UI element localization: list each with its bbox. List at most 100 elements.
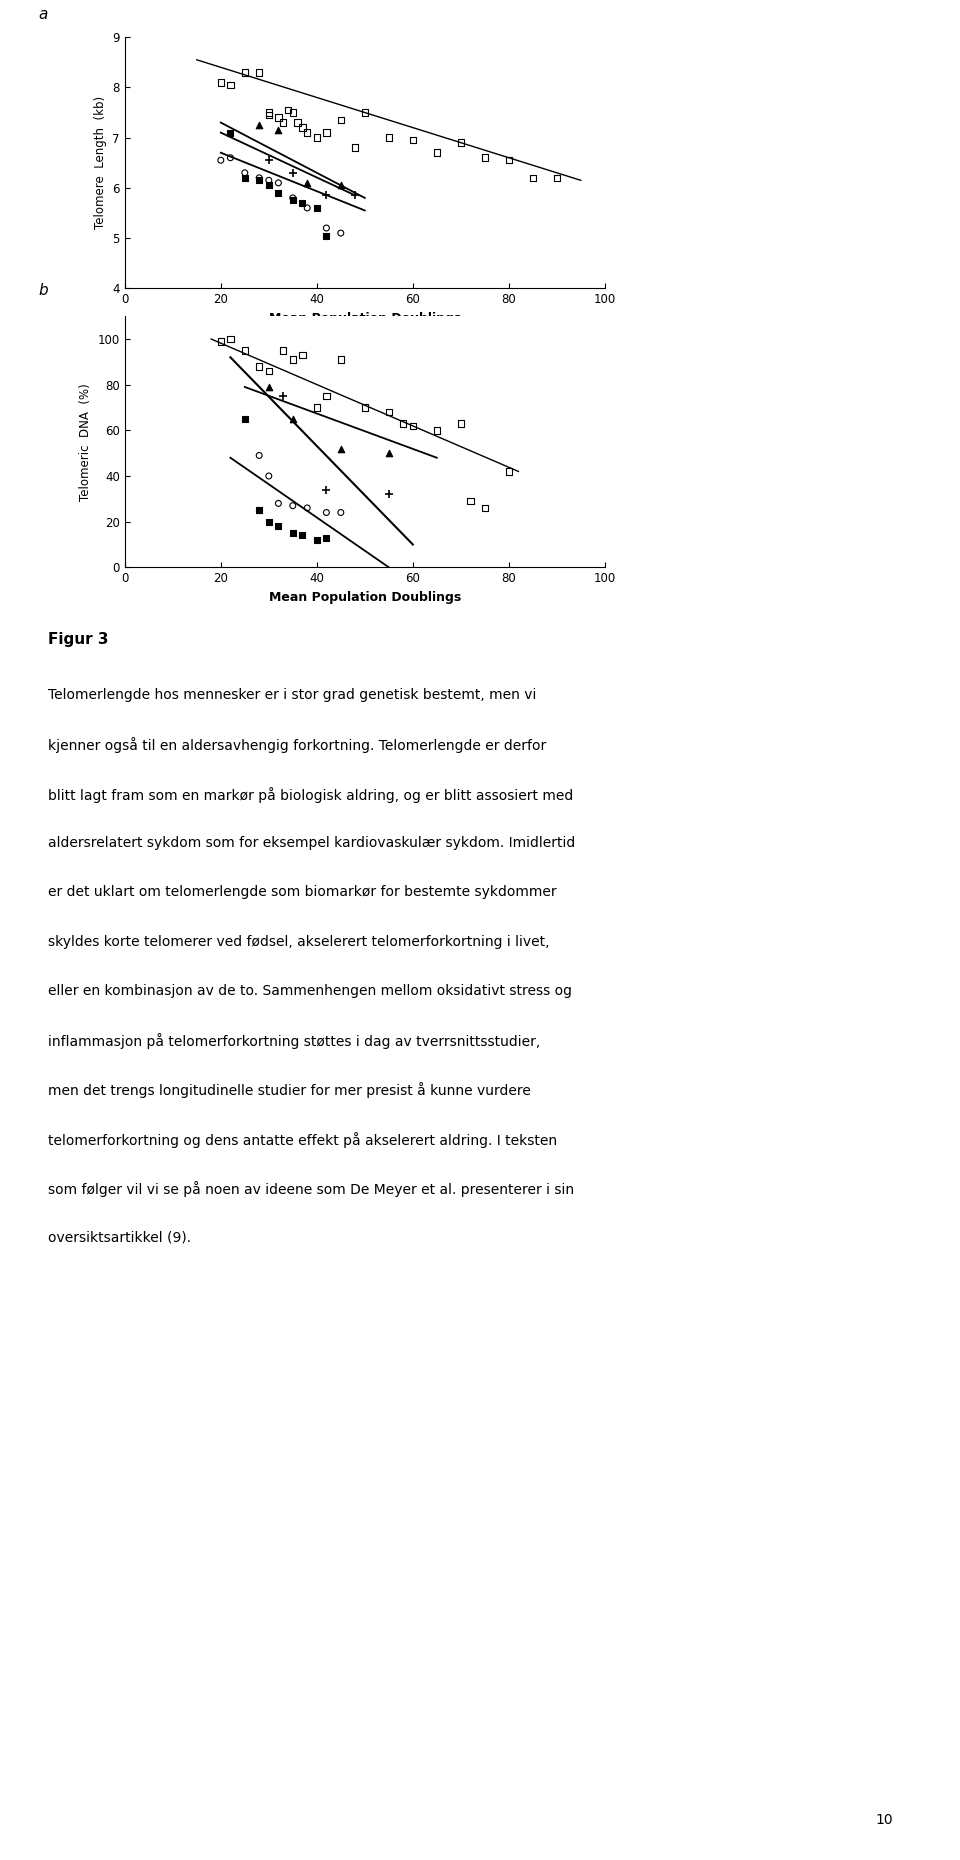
Text: som følger vil vi se på noen av ideene som De Meyer et al. presenterer i sin: som følger vil vi se på noen av ideene s… [48,1181,574,1198]
Point [453,128,468,158]
Point [295,521,310,551]
Point [237,164,252,193]
Y-axis label: Telomeric  DNA  (%): Telomeric DNA (%) [79,383,92,500]
Point [357,392,372,422]
Point [290,108,305,138]
Point [477,143,492,173]
Point [357,97,372,126]
Point [271,512,286,541]
Point [333,106,348,136]
Text: Figur 3: Figur 3 [48,632,108,647]
Point [300,117,315,147]
Point [285,519,300,549]
Text: telomerforkortning og dens antatte effekt på akselerert aldring. I teksten: telomerforkortning og dens antatte effek… [48,1131,557,1148]
Point [271,167,286,197]
Point [285,491,300,521]
Text: men det trengs longitudinelle studier for mer presist å kunne vurdere: men det trengs longitudinelle studier fo… [48,1083,531,1099]
Point [295,188,310,218]
Point [213,327,228,357]
Text: er det uklart om telomerlengde som biomarkør for bestemte sykdommer: er det uklart om telomerlengde som bioma… [48,885,557,900]
Point [261,506,276,536]
Point [295,340,310,370]
Point [309,123,324,153]
Point [429,138,444,167]
Point [309,193,324,223]
Text: kjenner også til en aldersavhengig forkortning. Telomerlengde er derfor: kjenner også til en aldersavhengig forko… [48,737,546,753]
Point [261,461,276,491]
Point [237,335,252,365]
Point [463,485,478,515]
Point [309,525,324,554]
Text: a: a [38,7,48,22]
Point [319,498,334,528]
Point [405,125,420,154]
Point [261,171,276,201]
Point [381,439,396,469]
Point [223,143,238,173]
Point [261,97,276,126]
Point [271,102,286,132]
Point [501,145,516,175]
Point [396,409,411,439]
Text: Telomerlengde hos mennesker er i stor grad genetisk bestemt, men vi: Telomerlengde hos mennesker er i stor gr… [48,688,537,703]
Point [252,110,267,140]
Point [319,117,334,147]
Point [285,182,300,212]
Point [252,495,267,525]
Point [295,113,310,143]
Point [285,344,300,374]
Point [381,398,396,428]
Point [429,415,444,445]
Point [477,493,492,523]
Point [276,335,291,365]
Point [213,67,228,97]
Point [271,489,286,519]
Point [237,404,252,433]
Point [300,493,315,523]
Point [223,71,238,100]
Point [453,409,468,439]
Point [252,166,267,195]
Point [319,381,334,411]
Point [237,158,252,188]
Point [300,193,315,223]
Text: inflammasjon på telomerforkortning støttes i dag av tverrsnittsstudier,: inflammasjon på telomerforkortning støtt… [48,1034,540,1049]
Point [319,214,334,244]
Point [252,352,267,381]
X-axis label: Mean Population Doublings: Mean Population Doublings [269,312,461,326]
Point [285,186,300,216]
Point [252,441,267,471]
Point [319,523,334,552]
Text: aldersrelatert sykdom som for eksempel kardiovaskulær sykdom. Imidlertid: aldersrelatert sykdom som for eksempel k… [48,837,575,850]
Text: 10: 10 [876,1812,893,1827]
Point [237,58,252,87]
Point [276,108,291,138]
X-axis label: Mean Population Doublings: Mean Population Doublings [269,591,461,604]
Text: oversiktsartikkel (9).: oversiktsartikkel (9). [48,1231,191,1244]
Point [261,100,276,130]
Point [549,164,564,193]
Point [381,123,396,153]
Point [525,164,540,193]
Point [223,324,238,353]
Point [285,97,300,126]
Point [280,95,296,125]
Point [213,145,228,175]
Text: eller en kombinasjon av de to. Sammenhengen mellom oksidativt stress og: eller en kombinasjon av de to. Sammenhen… [48,984,572,999]
Point [223,117,238,147]
Point [333,171,348,201]
Point [405,411,420,441]
Point [261,166,276,195]
Point [285,404,300,433]
Text: skyldes korte telomerer ved fødsel, akselerert telomerforkortning i livet,: skyldes korte telomerer ved fødsel, akse… [48,934,549,949]
Point [252,164,267,193]
Point [261,355,276,385]
Text: b: b [38,283,48,298]
Point [501,456,516,485]
Point [309,392,324,422]
Point [333,498,348,528]
Point [271,179,286,208]
Point [333,433,348,463]
Point [333,218,348,247]
Point [348,132,363,162]
